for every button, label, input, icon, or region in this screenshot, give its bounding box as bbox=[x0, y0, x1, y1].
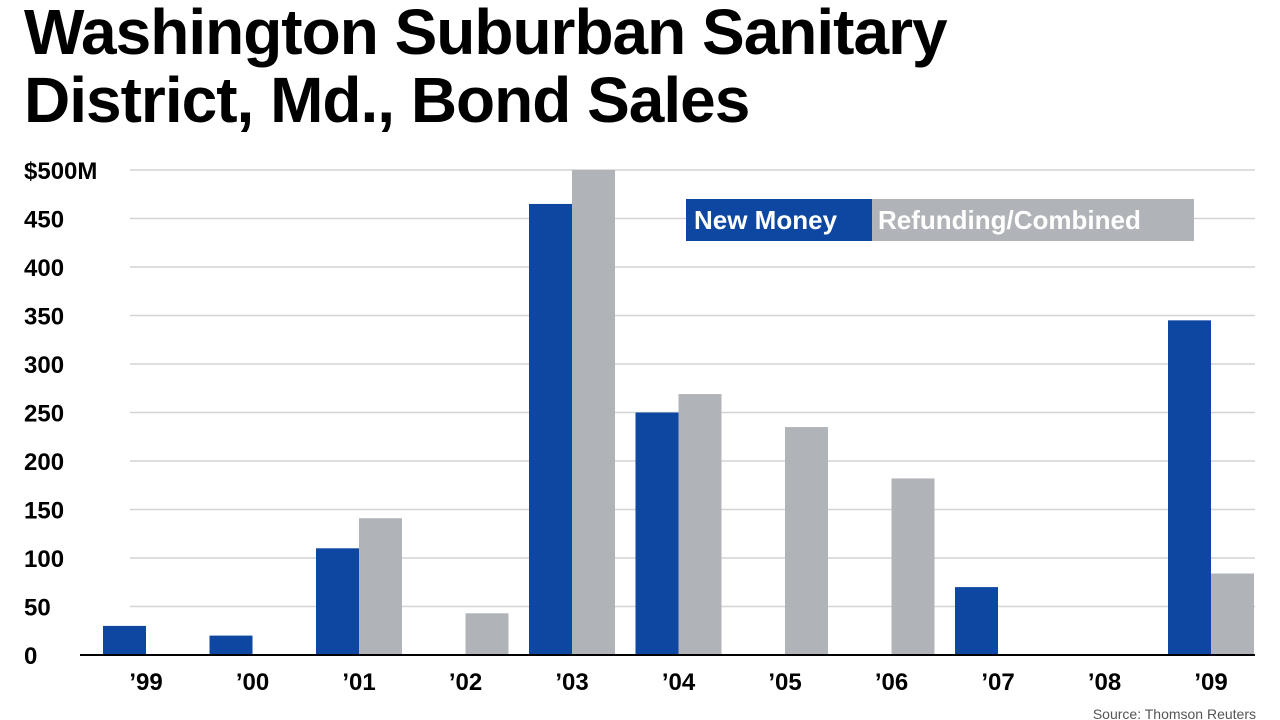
y-tick-label: 400 bbox=[24, 255, 64, 282]
legend-swatch-new-money bbox=[686, 199, 872, 241]
bar-new-money bbox=[635, 412, 679, 655]
bar-refunding-combined bbox=[678, 394, 722, 655]
x-tick-label: ’01 bbox=[342, 669, 375, 696]
bar-new-money bbox=[529, 203, 572, 655]
bar-new-money bbox=[209, 635, 253, 655]
bar-refunding-combined bbox=[1211, 573, 1254, 655]
chart-title: Washington Suburban Sanitary District, M… bbox=[24, 0, 1264, 134]
chart-title-line-2: District, Md., Bond Sales bbox=[24, 64, 750, 136]
legend-swatch-refunding-combined bbox=[872, 199, 1194, 241]
x-tick-label: ’08 bbox=[1088, 669, 1121, 696]
x-tick-label: ’06 bbox=[875, 669, 908, 696]
y-tick-label: $500M bbox=[24, 158, 97, 185]
y-tick-label: 100 bbox=[24, 546, 64, 573]
legend-label-new-money: New Money bbox=[694, 205, 838, 235]
y-tick-label: 0 bbox=[24, 643, 37, 670]
x-tick-label: ’07 bbox=[981, 669, 1014, 696]
bar-new-money bbox=[955, 587, 998, 655]
legend-label-refunding-combined: Refunding/Combined bbox=[878, 205, 1141, 235]
x-tick-label: ’04 bbox=[662, 669, 696, 696]
y-tick-label: 150 bbox=[24, 498, 64, 525]
y-tick-label: 300 bbox=[24, 352, 64, 379]
y-tick-label: 50 bbox=[24, 595, 51, 622]
bar-refunding-combined bbox=[572, 170, 615, 655]
bar-refunding-combined bbox=[359, 518, 402, 655]
chart-title-line-1: Washington Suburban Sanitary bbox=[24, 0, 948, 68]
y-tick-label: 350 bbox=[24, 304, 64, 331]
x-tick-label: ’09 bbox=[1194, 669, 1227, 696]
y-tick-label: 250 bbox=[24, 401, 64, 428]
bar-refunding-combined bbox=[891, 478, 935, 655]
x-tick-label: ’02 bbox=[449, 669, 482, 696]
bar-new-money bbox=[1168, 320, 1211, 655]
x-tick-label: ’05 bbox=[768, 669, 801, 696]
source-note: Source: Thomson Reuters bbox=[1093, 706, 1256, 720]
x-tick-label: ’00 bbox=[236, 669, 269, 696]
bar-refunding-combined bbox=[465, 613, 509, 655]
x-tick-label: ’03 bbox=[555, 669, 588, 696]
x-tick-label: ’99 bbox=[129, 669, 162, 696]
y-tick-label: 200 bbox=[24, 449, 64, 476]
bar-new-money bbox=[103, 625, 146, 655]
bar-new-money bbox=[316, 548, 359, 655]
bar-refunding-combined bbox=[785, 427, 828, 655]
y-tick-label: 450 bbox=[24, 207, 64, 234]
